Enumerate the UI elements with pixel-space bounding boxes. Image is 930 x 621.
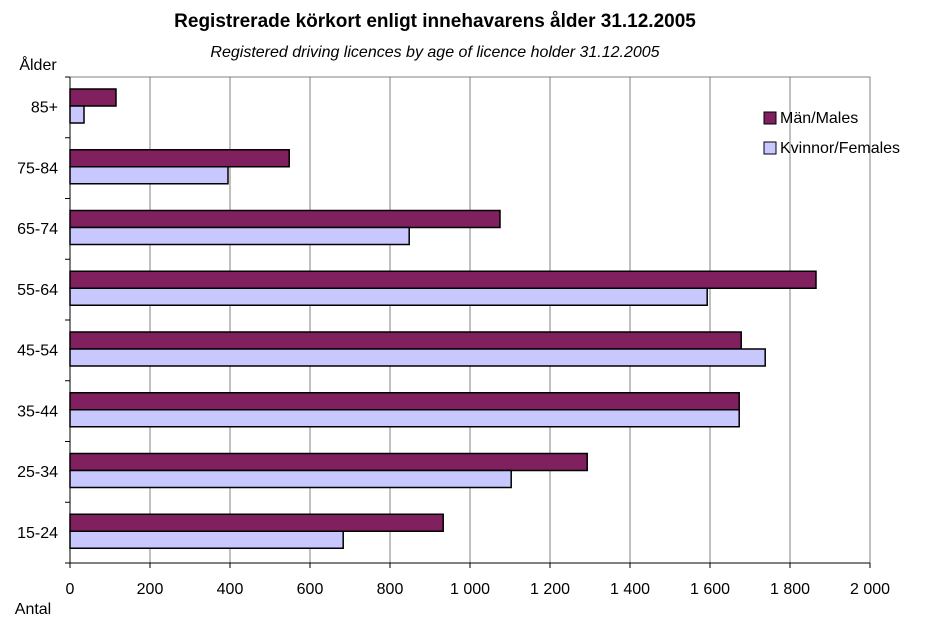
x-axis-label: Antal	[15, 601, 51, 618]
y-tick-label: 45-54	[17, 343, 58, 360]
x-tick-label: 800	[377, 581, 404, 598]
bar	[69, 469, 512, 489]
x-tick-label: 200	[137, 581, 164, 598]
bar	[69, 226, 410, 246]
chart-title: Registrerade körkort enligt innehavarens…	[174, 11, 696, 32]
x-tick-label: 1 800	[770, 581, 810, 598]
y-tick-label: 85+	[31, 100, 58, 117]
bar	[69, 530, 344, 549]
bar	[69, 331, 742, 350]
legend-label: Män/Males	[780, 110, 858, 127]
x-tick-label: 0	[66, 581, 75, 598]
legend-swatch	[763, 111, 777, 125]
y-tick-label: 75-84	[17, 160, 58, 177]
x-tick-label: 1 000	[450, 581, 490, 598]
x-tick-label: 1 600	[690, 581, 730, 598]
y-tick-label: 35-44	[17, 403, 58, 420]
legend-swatch	[763, 141, 777, 155]
bar	[69, 392, 740, 411]
bar	[69, 348, 766, 367]
y-tick-label: 55-64	[17, 282, 58, 299]
bar	[69, 513, 444, 532]
bar	[69, 287, 708, 306]
y-tick-label: 25-34	[17, 464, 58, 481]
bar	[69, 149, 290, 168]
x-tick-label: 1 200	[530, 581, 570, 598]
chart-subtitle: Registered driving licences by age of li…	[210, 44, 659, 61]
bar	[69, 105, 85, 124]
bar	[69, 409, 740, 428]
bar	[69, 88, 117, 107]
legend-label: Kvinnor/Females	[780, 140, 900, 157]
y-tick-label: 15-24	[17, 525, 58, 542]
x-tick-label: 2 000	[850, 581, 890, 598]
bar	[69, 270, 817, 289]
x-tick-label: 1 400	[610, 581, 650, 598]
x-tick-label: 600	[297, 581, 324, 598]
y-axis-label: Ålder	[19, 55, 57, 74]
x-tick-label: 400	[217, 581, 244, 598]
bar	[69, 209, 501, 229]
bar	[69, 452, 588, 472]
y-tick-label: 65-74	[17, 221, 58, 238]
bar	[69, 166, 229, 185]
